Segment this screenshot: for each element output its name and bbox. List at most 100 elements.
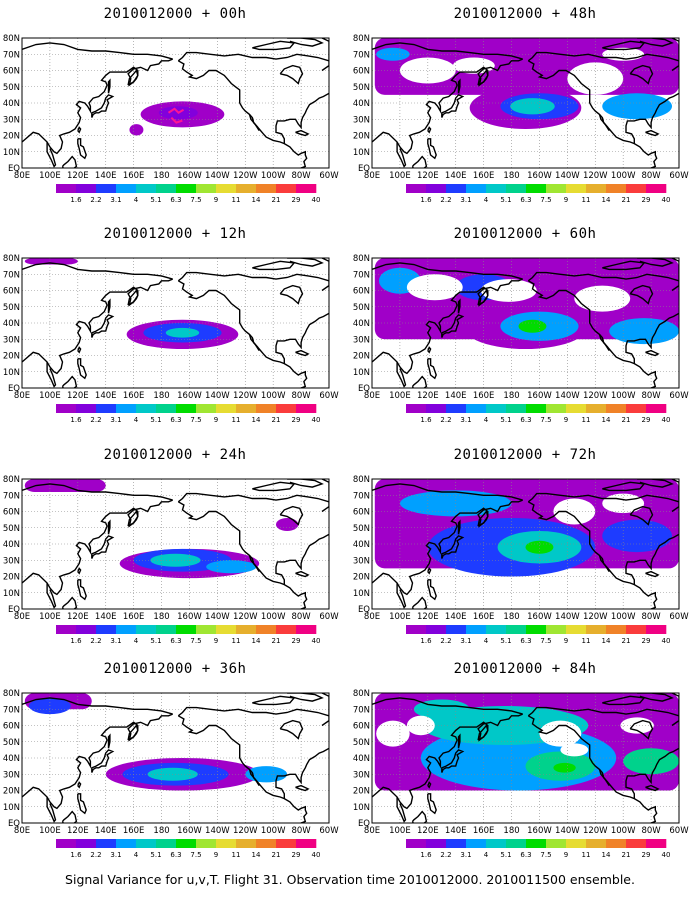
coastline — [427, 126, 432, 134]
latitude-tick-label: 80N — [353, 689, 370, 699]
coastline — [61, 375, 78, 388]
colorbar-swatch — [626, 839, 647, 848]
colorbar-label: 9 — [214, 416, 218, 424]
colorbar-swatch — [196, 184, 217, 193]
colorbar-label: 7.5 — [540, 196, 551, 204]
colorbar-swatch — [236, 839, 257, 848]
coastline — [396, 142, 407, 168]
colorbar-label: 2.2 — [90, 416, 101, 424]
coastline — [177, 715, 308, 823]
latitude-tick-label: 20N — [3, 352, 20, 362]
coastline — [22, 42, 173, 60]
longitude-tick-label: 140W — [555, 612, 580, 622]
coastline — [177, 51, 329, 62]
coastline — [527, 280, 658, 388]
colorbar-label: 5.1 — [500, 416, 511, 424]
panel-title: 2010012000 + 48h — [453, 6, 597, 22]
latitude-tick-label: 50N — [353, 738, 370, 748]
longitude-tick-label: 120E — [417, 391, 439, 401]
longitude-tick-label: 120W — [233, 171, 258, 181]
latitude-tick-label: 80N — [3, 254, 20, 264]
longitude-tick-label: 60W — [669, 612, 689, 622]
coastline — [46, 797, 57, 823]
colorbar-label: 2.2 — [90, 851, 101, 859]
latitude-tick-label: 50N — [3, 303, 20, 313]
coastline — [177, 492, 329, 503]
colorbar-swatch — [466, 404, 487, 413]
colorbar-swatch — [506, 839, 527, 848]
colorbar-swatch — [586, 184, 607, 193]
colorbar-swatch — [276, 184, 297, 193]
colorbar-swatch — [406, 839, 427, 848]
latitude-tick-label: 50N — [353, 303, 370, 313]
longitude-tick-label: 180 — [153, 171, 169, 181]
colorbar-label: 29 — [642, 637, 651, 645]
coastline — [645, 784, 660, 792]
longitude-tick-label: 100E — [39, 171, 61, 181]
variance-map: 80E 100E 120E 140E 160E 180 160W 140W 120W 100W 80… — [3, 475, 339, 645]
colorbar-label: 9 — [564, 851, 568, 859]
colorbar-label: 1.6 — [420, 196, 432, 204]
coastline — [275, 747, 329, 799]
longitude-tick-label: 100W — [261, 171, 286, 181]
latitude-tick-label: EQ — [358, 605, 370, 615]
colorbar-swatch — [176, 184, 197, 193]
coastline — [637, 38, 674, 47]
coastline — [477, 69, 489, 86]
coastline — [77, 793, 87, 815]
coastline — [396, 797, 407, 823]
low-variance-region — [452, 57, 495, 74]
latitude-tick-label: 10N — [353, 368, 370, 378]
latitude-tick-label: 50N — [3, 524, 20, 534]
colorbar-swatch — [176, 625, 197, 634]
longitude-tick-label: 100E — [389, 391, 411, 401]
colorbar-swatch — [196, 625, 217, 634]
coastline — [107, 733, 111, 749]
colorbar-swatch — [526, 625, 547, 634]
colorbar-label: 11 — [232, 637, 241, 645]
longitude-tick-label: 120W — [583, 612, 608, 622]
longitude-tick-label: 80W — [291, 391, 311, 401]
colorbar-swatch — [566, 625, 587, 634]
latitude-tick-label: 30N — [353, 556, 370, 566]
longitude-tick-label: 160W — [527, 391, 552, 401]
colorbar-label: 40 — [312, 416, 321, 424]
colorbar-label: 3.1 — [110, 851, 121, 859]
coastline — [22, 58, 173, 155]
longitude-tick-label: 140W — [555, 391, 580, 401]
coastline — [46, 142, 57, 168]
latitude-tick-label: 30N — [3, 115, 20, 125]
colorbar-swatch — [236, 404, 257, 413]
coastline — [275, 533, 329, 585]
colorbar-swatch — [176, 839, 197, 848]
coastline — [598, 334, 610, 351]
longitude-tick-label: 100W — [261, 612, 286, 622]
latitude-tick-label: 50N — [3, 83, 20, 93]
colorbar-swatch — [156, 404, 177, 413]
coastline — [252, 695, 296, 706]
forecast-panel: 2010012000 + 48h 80E 100E 120E 140E 160E 180 16… — [350, 6, 700, 228]
colorbar-swatch — [586, 404, 607, 413]
latitude-tick-label: 70N — [3, 705, 20, 715]
colorbar-swatch — [256, 184, 277, 193]
longitude-tick-label: 100E — [39, 391, 61, 401]
coastline — [177, 501, 308, 609]
longitude-tick-label: 160W — [177, 612, 202, 622]
longitude-tick-label: 160W — [527, 612, 552, 622]
colorbar-label: 1.6 — [70, 851, 82, 859]
longitude-tick-label: 160W — [177, 171, 202, 181]
low-variance-region — [553, 498, 596, 525]
coastline — [372, 713, 523, 810]
map-area — [372, 479, 679, 609]
latitude-tick-label: 30N — [3, 335, 20, 345]
map-frame — [371, 37, 680, 169]
longitude-tick-label: 160E — [473, 171, 495, 181]
variance-map: 80E 100E 120E 140E 160E 180 160W 140W 120W 100W 80… — [353, 475, 689, 645]
longitude-tick-label: 100E — [39, 612, 61, 622]
latitude-tick-label: 80N — [353, 254, 370, 264]
colorbar-label: 7.5 — [540, 637, 551, 645]
latitude-tick-label: 60N — [3, 722, 20, 732]
colorbar-swatch — [276, 404, 297, 413]
coastline — [427, 579, 437, 601]
colorbar-swatch — [546, 625, 567, 634]
